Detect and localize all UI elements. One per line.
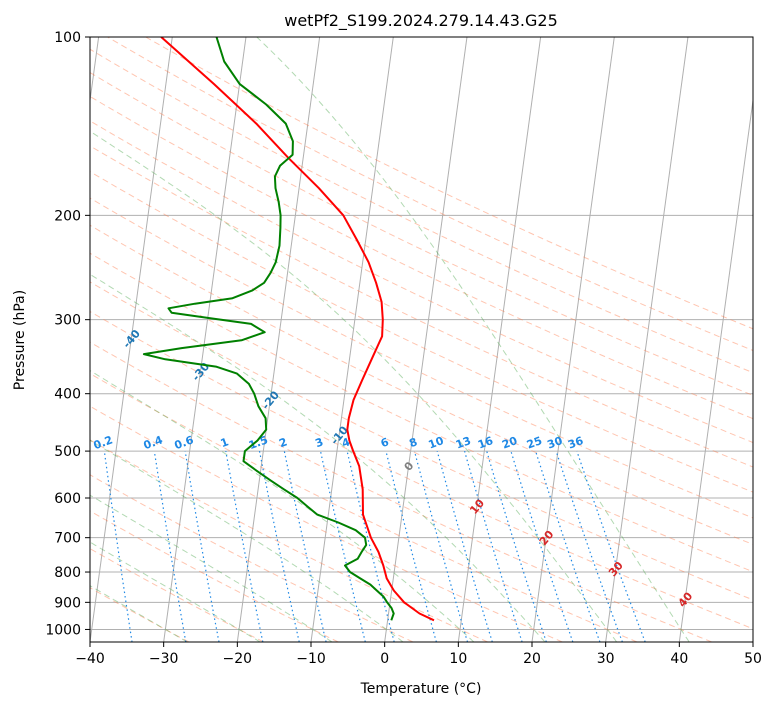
mixing-ratio-line bbox=[385, 450, 437, 642]
x-tick-label: 0 bbox=[380, 651, 389, 667]
isotherm-line bbox=[90, 37, 173, 642]
x-tick-label: 40 bbox=[670, 651, 688, 667]
x-tick-label: −20 bbox=[223, 651, 253, 667]
mixing-ratio-line bbox=[510, 450, 574, 642]
isotherm-line bbox=[384, 37, 468, 642]
x-axis-label: Temperature (°C) bbox=[360, 681, 482, 697]
mixing-ratio-line bbox=[413, 450, 469, 642]
mixing-ratio-label: 0.2 bbox=[92, 433, 115, 452]
y-tick-label: 300 bbox=[54, 313, 81, 329]
dry-adiabat bbox=[107, 37, 753, 352]
isotherm-line bbox=[678, 96, 753, 642]
isotherm-line bbox=[310, 37, 394, 642]
dry-adiabat bbox=[90, 252, 753, 573]
mixing-ratio-label: 25 bbox=[525, 434, 544, 451]
dry-adiabat bbox=[90, 281, 753, 601]
x-tick-label: 50 bbox=[744, 651, 762, 667]
y-axis-ticks: 100 200 300 400 500 600 700 800 900 1000 bbox=[45, 30, 90, 638]
mixing-ratio-line bbox=[103, 451, 133, 642]
y-tick-label: 800 bbox=[54, 565, 81, 581]
isobar-grid bbox=[90, 37, 753, 630]
moist-adiabat bbox=[90, 273, 546, 642]
moist-adiabat bbox=[90, 585, 188, 642]
mixing-ratio-line bbox=[464, 450, 523, 642]
dry-adiabat bbox=[90, 95, 753, 420]
mixing-ratio-line bbox=[184, 451, 220, 642]
y-tick-label: 1000 bbox=[45, 622, 81, 638]
mixing-ratio-lines bbox=[103, 450, 646, 642]
dry-adiabat bbox=[90, 548, 264, 642]
isotherm-line bbox=[531, 37, 615, 642]
dry-adiabat bbox=[90, 405, 563, 642]
dry-adiabat bbox=[90, 510, 339, 642]
isotherm-line bbox=[605, 37, 689, 642]
moist-adiabat bbox=[90, 439, 404, 642]
isotherm-line bbox=[163, 37, 247, 642]
isotherm-line bbox=[236, 37, 321, 642]
mixing-ratio-label: 10 bbox=[427, 434, 446, 452]
y-tick-label: 100 bbox=[54, 30, 81, 46]
x-tick-label: −30 bbox=[149, 651, 179, 667]
mixing-ratio-label: 6 bbox=[379, 435, 391, 450]
mixing-ratio-line bbox=[153, 451, 187, 642]
mixing-ratio-label: 0.6 bbox=[173, 433, 196, 452]
moist-adiabat bbox=[90, 541, 261, 642]
dry-adiabat bbox=[90, 171, 753, 493]
x-tick-label: 30 bbox=[597, 651, 615, 667]
dry-adiabat bbox=[90, 224, 753, 545]
chart-title: wetPf2_S199.2024.279.14.43.G25 bbox=[284, 11, 558, 31]
x-tick-label: −10 bbox=[296, 651, 326, 667]
dry-adiabat bbox=[90, 71, 753, 396]
mixing-ratio-line bbox=[436, 450, 493, 642]
dry-adiabat bbox=[90, 439, 488, 642]
mixing-ratio-label: 30 bbox=[545, 434, 564, 452]
x-tick-label: −40 bbox=[75, 651, 105, 667]
plot-frame bbox=[89, 36, 754, 643]
mixing-ratio-label: 36 bbox=[566, 434, 585, 452]
mixing-ratio-label: 2 bbox=[277, 435, 289, 450]
mixing-ratio-label: 3 bbox=[313, 435, 325, 450]
y-tick-label: 500 bbox=[54, 444, 81, 460]
dry-adiabat bbox=[145, 37, 753, 330]
x-tick-label: 10 bbox=[449, 651, 467, 667]
mixing-ratio-label: 13 bbox=[454, 434, 473, 451]
y-tick-label: 700 bbox=[54, 531, 81, 547]
isotherm-line bbox=[457, 37, 542, 642]
mixing-ratio-label: 1 bbox=[219, 435, 231, 450]
x-axis-ticks: −40 −30 −20 −10 0 10 20 30 40 50 bbox=[75, 642, 762, 667]
moist-adiabat bbox=[256, 37, 690, 642]
y-tick-label: 200 bbox=[54, 208, 81, 224]
mixing-ratio-label: 8 bbox=[407, 435, 419, 450]
mixing-ratio-label: 4 bbox=[340, 435, 352, 450]
mixing-ratio-line bbox=[486, 450, 547, 642]
mixing-ratio-label: 0.4 bbox=[142, 433, 165, 452]
dry-adiabat bbox=[90, 373, 638, 642]
y-tick-label: 400 bbox=[54, 387, 81, 403]
mixing-ratio-label: 20 bbox=[500, 434, 519, 452]
y-tick-label: 600 bbox=[54, 491, 81, 507]
moist-adiabat bbox=[90, 369, 475, 642]
x-tick-label: 20 bbox=[523, 651, 541, 667]
temperature-profile-line bbox=[160, 37, 435, 622]
profile-series bbox=[142, 37, 435, 622]
isotherm-grid bbox=[90, 37, 753, 642]
dry-adiabat bbox=[90, 197, 753, 519]
mixing-ratio-label: 16 bbox=[476, 434, 495, 452]
y-tick-label: 900 bbox=[54, 595, 81, 611]
dry-adiabat bbox=[90, 310, 753, 630]
dewpoint-profile-line bbox=[142, 37, 395, 621]
y-axis-label: Pressure (hPa) bbox=[12, 290, 28, 390]
mixing-ratio-label: 1.5 bbox=[247, 433, 270, 452]
